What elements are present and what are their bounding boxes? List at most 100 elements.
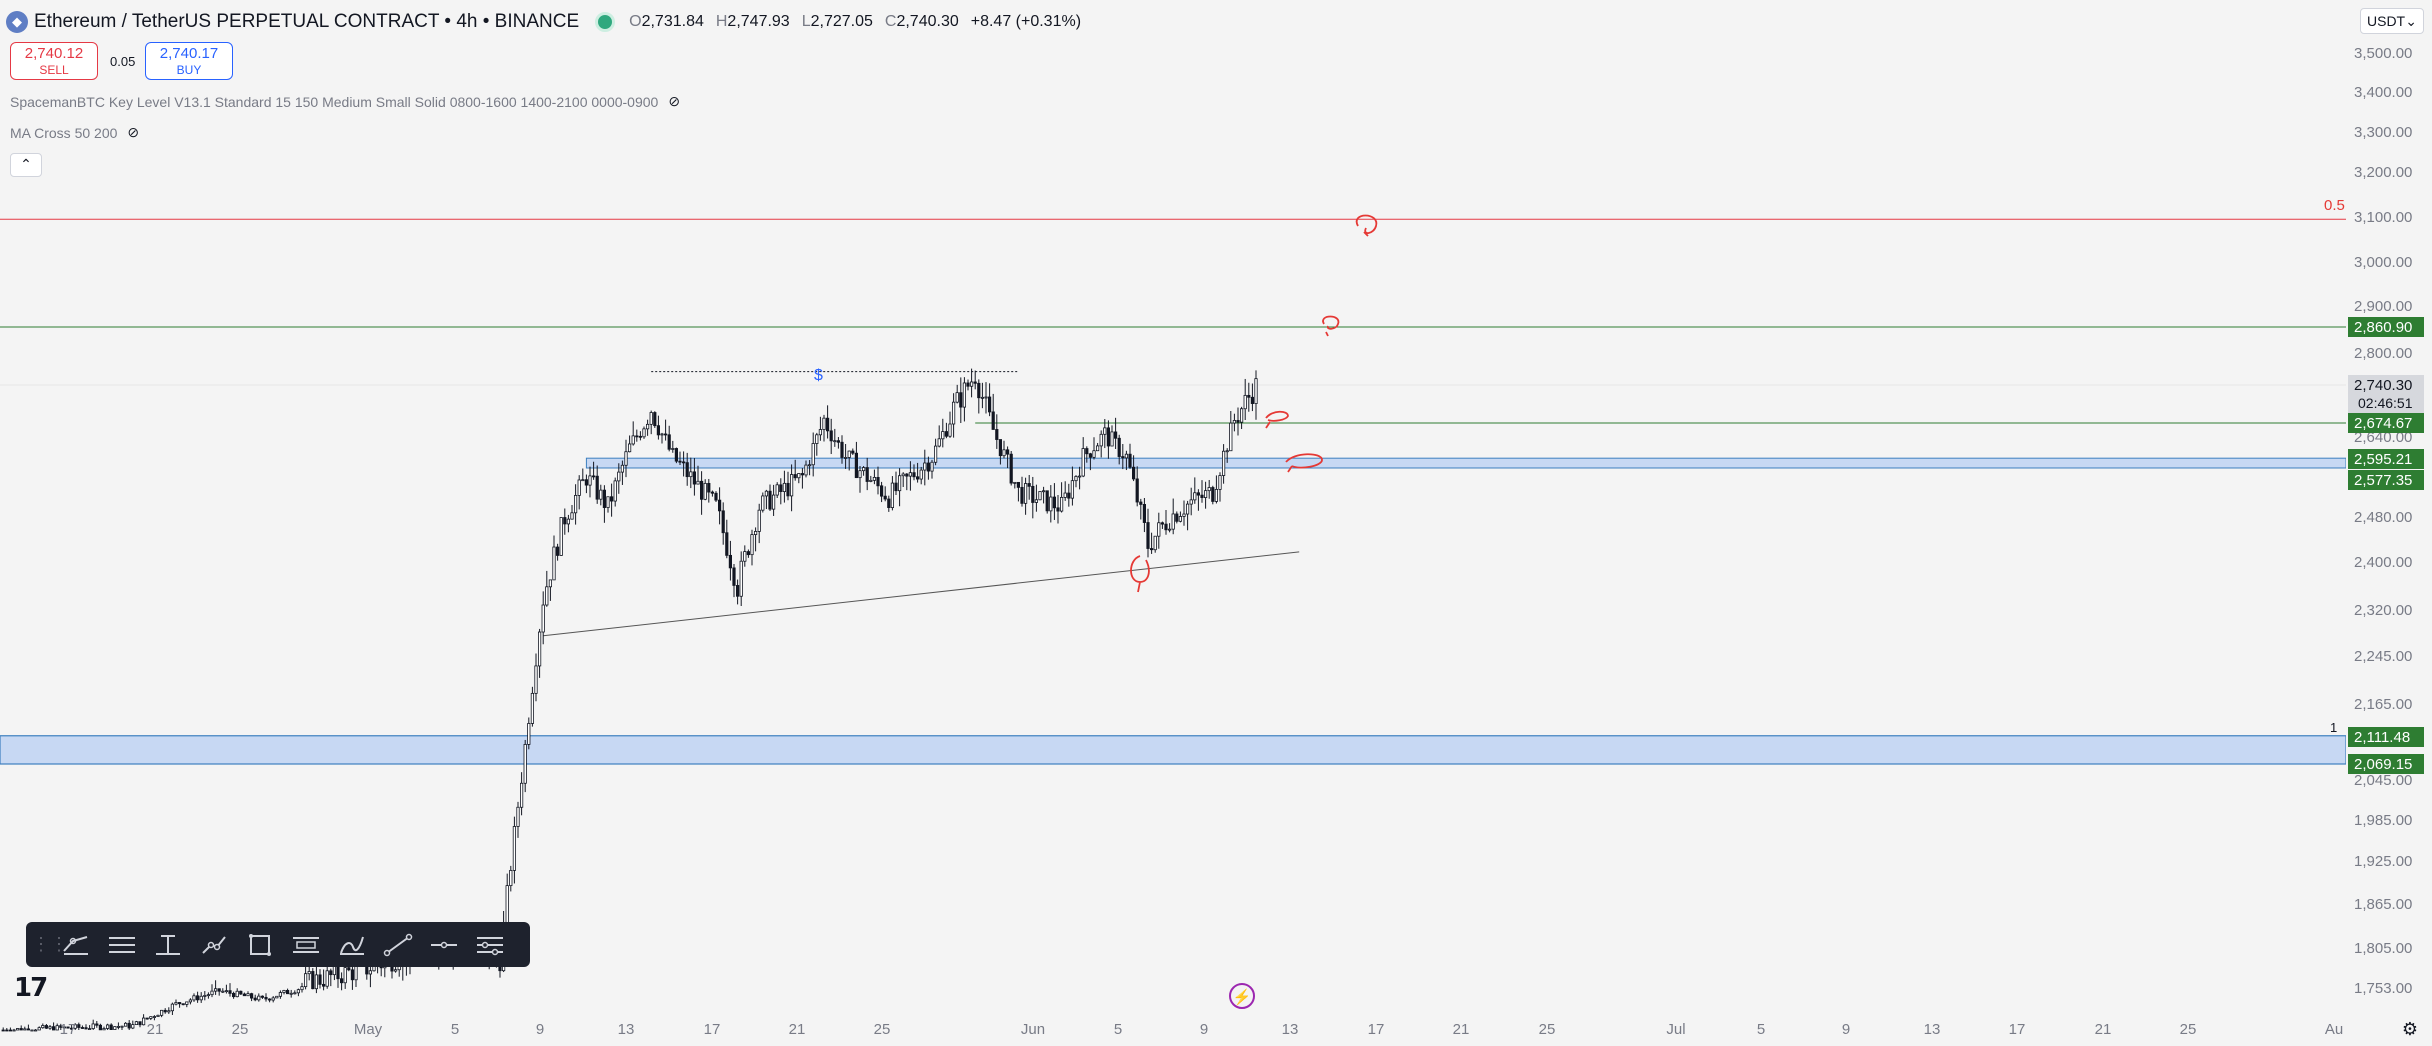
candle-body xyxy=(847,450,851,458)
candle-body xyxy=(120,1025,124,1028)
candle-body xyxy=(516,806,520,827)
candle-body xyxy=(1229,422,1233,452)
candle-body xyxy=(952,401,956,425)
candle-body xyxy=(318,974,322,985)
candle-body xyxy=(1096,445,1100,452)
candle-body xyxy=(249,993,254,999)
currency-select[interactable]: USDT ⌄ xyxy=(2360,8,2424,34)
candle-body xyxy=(833,440,837,443)
price-tick-label: 3,300.00 xyxy=(2354,124,2412,141)
collapse-legend-button[interactable]: ⌃ xyxy=(10,153,42,177)
price-tick-label: 2,245.00 xyxy=(2354,648,2412,665)
hidden-eye-icon[interactable]: ⊘ xyxy=(127,124,140,140)
trend-line-icon[interactable] xyxy=(378,925,418,965)
candle-body xyxy=(260,995,265,998)
candle-body xyxy=(523,744,527,784)
symbol-title[interactable]: Ethereum / TetherUS PERPETUAL CONTRACT •… xyxy=(34,11,580,32)
sell-button[interactable]: 2,740.12 SELL xyxy=(10,42,98,80)
candle-body xyxy=(664,433,668,436)
supply-zone xyxy=(585,457,2347,469)
candle-body xyxy=(1171,513,1175,530)
indicator-keylevels[interactable]: SpacemanBTC Key Level V13.1 Standard 15 … xyxy=(10,93,680,110)
hidden-eye-icon[interactable]: ⊘ xyxy=(668,93,681,109)
candle-body xyxy=(26,1028,31,1031)
level-price-badge xyxy=(2348,413,2424,433)
time-tick-label: May xyxy=(354,1021,383,1038)
brush-icon[interactable] xyxy=(332,925,372,965)
candle-body xyxy=(228,990,232,994)
multi-point-icon[interactable] xyxy=(56,925,96,965)
candle-body xyxy=(1186,503,1190,515)
candle-body xyxy=(930,461,934,472)
price-tick-label: 1,925.00 xyxy=(2354,853,2412,870)
candle-body xyxy=(977,382,981,399)
candle-body xyxy=(538,631,542,667)
text-tool-icon[interactable] xyxy=(148,925,188,965)
candle-body xyxy=(862,467,866,472)
buy-button[interactable]: 2,740.17 BUY xyxy=(145,42,233,80)
settings-list-icon[interactable] xyxy=(470,925,510,965)
time-tick-label: 5 xyxy=(451,1021,459,1038)
candle-body xyxy=(1067,492,1071,499)
candle-body xyxy=(559,517,563,556)
candle-body xyxy=(520,782,524,808)
candle-body xyxy=(646,423,650,430)
candle-body xyxy=(1117,437,1121,457)
candle-body xyxy=(851,450,855,454)
candle-body xyxy=(509,870,513,887)
candle-body xyxy=(685,462,689,478)
candle-body xyxy=(811,443,815,466)
candle-body xyxy=(347,967,351,971)
level-price-label: 2,069.15 xyxy=(2354,756,2412,773)
time-tick-label: 17 xyxy=(704,1021,721,1038)
candle-body xyxy=(1088,453,1092,458)
line-tool-icon[interactable] xyxy=(194,925,234,965)
currency-value: USDT xyxy=(2367,13,2406,29)
candle-body xyxy=(1222,450,1226,476)
candle-body xyxy=(1013,481,1017,484)
bar-countdown: 02:46:51 xyxy=(2358,395,2413,411)
candle-body xyxy=(512,826,517,871)
spread-value: 0.05 xyxy=(110,54,136,69)
candle-body xyxy=(1124,453,1128,459)
candle-body xyxy=(1218,475,1222,490)
candle-body xyxy=(689,471,693,478)
candle-body xyxy=(923,462,927,471)
time-tick-label: Au xyxy=(2325,1021,2343,1038)
drag-handle-icon[interactable]: ⋮⋮ xyxy=(32,934,68,954)
candle-body xyxy=(707,482,711,493)
price-tick-label: 1,805.00 xyxy=(2354,940,2412,957)
rectangle-icon[interactable] xyxy=(240,925,280,965)
candle-body xyxy=(869,479,873,482)
candle-body xyxy=(894,482,898,492)
candle-body xyxy=(239,990,243,995)
range-icon[interactable] xyxy=(286,925,326,965)
candle-body xyxy=(530,692,535,724)
horizontal-lines-icon[interactable] xyxy=(102,925,142,965)
level-price-label: 2,111.48 xyxy=(2354,729,2410,746)
price-tick-label: 3,200.00 xyxy=(2354,164,2412,181)
lightning-icon[interactable]: ⚡ xyxy=(1229,983,1255,1009)
tradingview-logo[interactable]: 17 xyxy=(14,973,48,1003)
candle-body xyxy=(901,473,905,477)
candle-body xyxy=(177,1002,182,1005)
candle-body xyxy=(757,509,761,532)
candle-body xyxy=(52,1026,56,1031)
gear-icon[interactable]: ⚙ xyxy=(2401,1019,2418,1039)
indicator-ma-cross[interactable]: MA Cross 50 200 ⊘ xyxy=(10,124,139,141)
candle-body xyxy=(300,986,304,991)
candle-body xyxy=(145,1017,149,1020)
candle-body xyxy=(1139,501,1143,505)
candle-body xyxy=(768,490,772,510)
candle-body xyxy=(23,1028,27,1031)
candle-body xyxy=(1150,548,1154,551)
horizontal-line-icon[interactable] xyxy=(424,925,464,965)
candle-body xyxy=(1009,453,1013,484)
candle-body xyxy=(548,579,553,588)
candle-body xyxy=(321,983,326,987)
candle-body xyxy=(667,434,671,450)
candle-body xyxy=(296,989,301,994)
candle-body xyxy=(710,491,715,494)
candle-body xyxy=(257,995,261,1001)
